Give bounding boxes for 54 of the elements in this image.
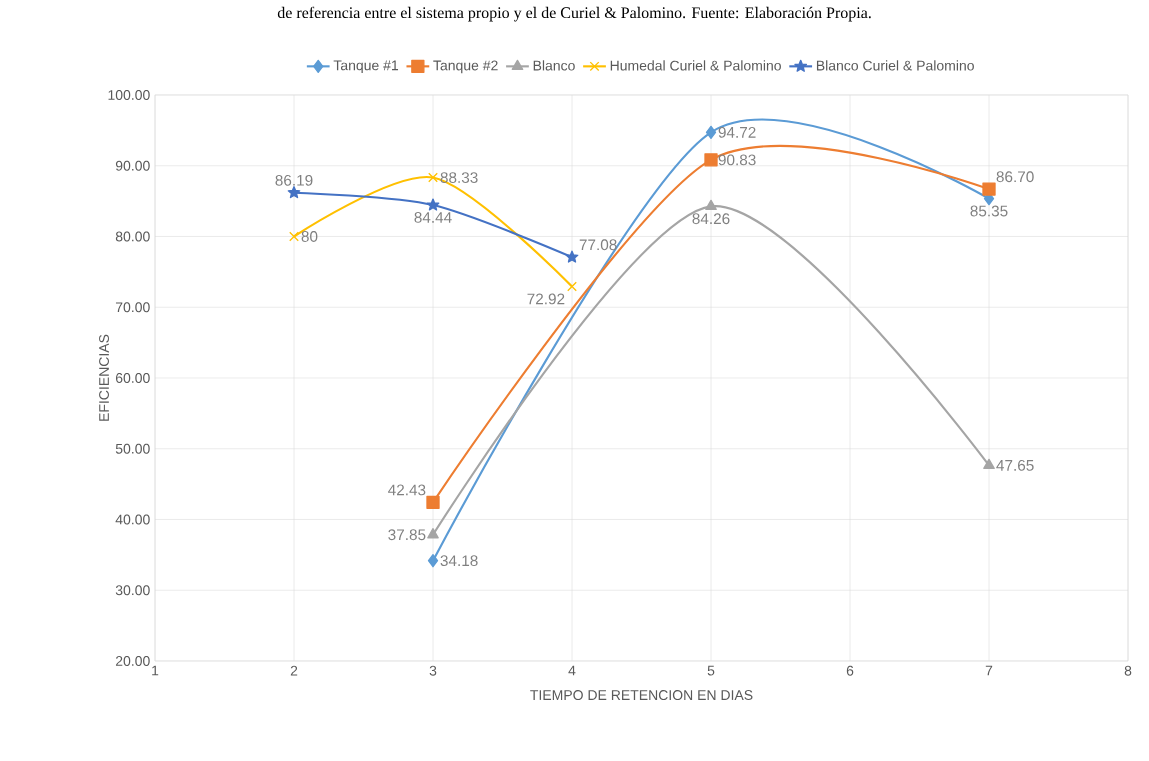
data-label: 37.85 bbox=[388, 529, 426, 541]
x-tick-label: 6 bbox=[846, 665, 854, 676]
data-label: 84.26 bbox=[692, 213, 730, 225]
legend-label: Tanque #1 bbox=[333, 60, 399, 74]
legend-label: Humedal Curiel & Palomino bbox=[610, 60, 781, 71]
data-label: 34.18 bbox=[440, 555, 478, 567]
point bbox=[426, 198, 440, 211]
x-tick-label: 3 bbox=[429, 665, 437, 676]
data-label: 86.70 bbox=[996, 171, 1034, 183]
x-tick-label: 2 bbox=[290, 665, 298, 676]
data-label: 47.65 bbox=[996, 459, 1034, 471]
data-label: 86.19 bbox=[275, 174, 313, 186]
data-label: 77.08 bbox=[579, 239, 617, 251]
data-label: 80 bbox=[301, 231, 318, 242]
data-label: 94.72 bbox=[718, 126, 756, 138]
y-tick-label: 40.00 bbox=[115, 514, 150, 525]
point bbox=[287, 186, 301, 199]
y-tick-label: 30.00 bbox=[115, 585, 150, 596]
point bbox=[705, 199, 717, 211]
x-tick-label: 4 bbox=[568, 665, 576, 676]
x-tick-label: 8 bbox=[1124, 665, 1132, 676]
y-tick-label: 50.00 bbox=[115, 443, 150, 454]
x-tick-label: 1 bbox=[152, 665, 159, 676]
point bbox=[428, 172, 438, 183]
point bbox=[565, 250, 579, 263]
legend-label: Blanco Curiel & Palomino bbox=[816, 60, 974, 71]
x-tick-label: 5 bbox=[707, 665, 715, 676]
text: de referencia entre el sistema propio y el de Curiel & Palomino. Fuente: Elaboración Propia. bbox=[277, 6, 871, 22]
y-tick-label: 90.00 bbox=[115, 160, 150, 171]
data-label: 90.83 bbox=[718, 154, 756, 166]
data-label: 42.43 bbox=[388, 484, 426, 496]
legend-label: Tanque #2 bbox=[433, 60, 498, 74]
x-axis-title: TIEMPO DE RETENCION EN DIAS bbox=[530, 690, 753, 701]
data-label: 72.92 bbox=[527, 293, 565, 305]
y-tick-label: 80.00 bbox=[115, 231, 150, 242]
y-tick-label: 100.00 bbox=[108, 90, 150, 100]
point bbox=[983, 458, 995, 470]
y-tick-label: 20.00 bbox=[115, 656, 150, 666]
legend-label: Blanco bbox=[533, 60, 575, 71]
point bbox=[704, 153, 718, 167]
point bbox=[705, 125, 717, 140]
data-label: 84.44 bbox=[414, 212, 452, 223]
x-tick-label: 7 bbox=[985, 665, 993, 676]
data-label: 88.33 bbox=[440, 172, 478, 183]
point bbox=[982, 182, 996, 196]
point bbox=[289, 231, 299, 242]
data-label: 85.35 bbox=[970, 205, 1008, 217]
y-tick-label: 70.00 bbox=[115, 302, 150, 313]
point bbox=[427, 554, 439, 568]
point bbox=[567, 281, 577, 292]
y-tick-label: 60.00 bbox=[115, 373, 150, 383]
point bbox=[426, 495, 440, 509]
point bbox=[427, 528, 439, 539]
y-axis-title: EFICIENCIAS bbox=[99, 334, 109, 421]
